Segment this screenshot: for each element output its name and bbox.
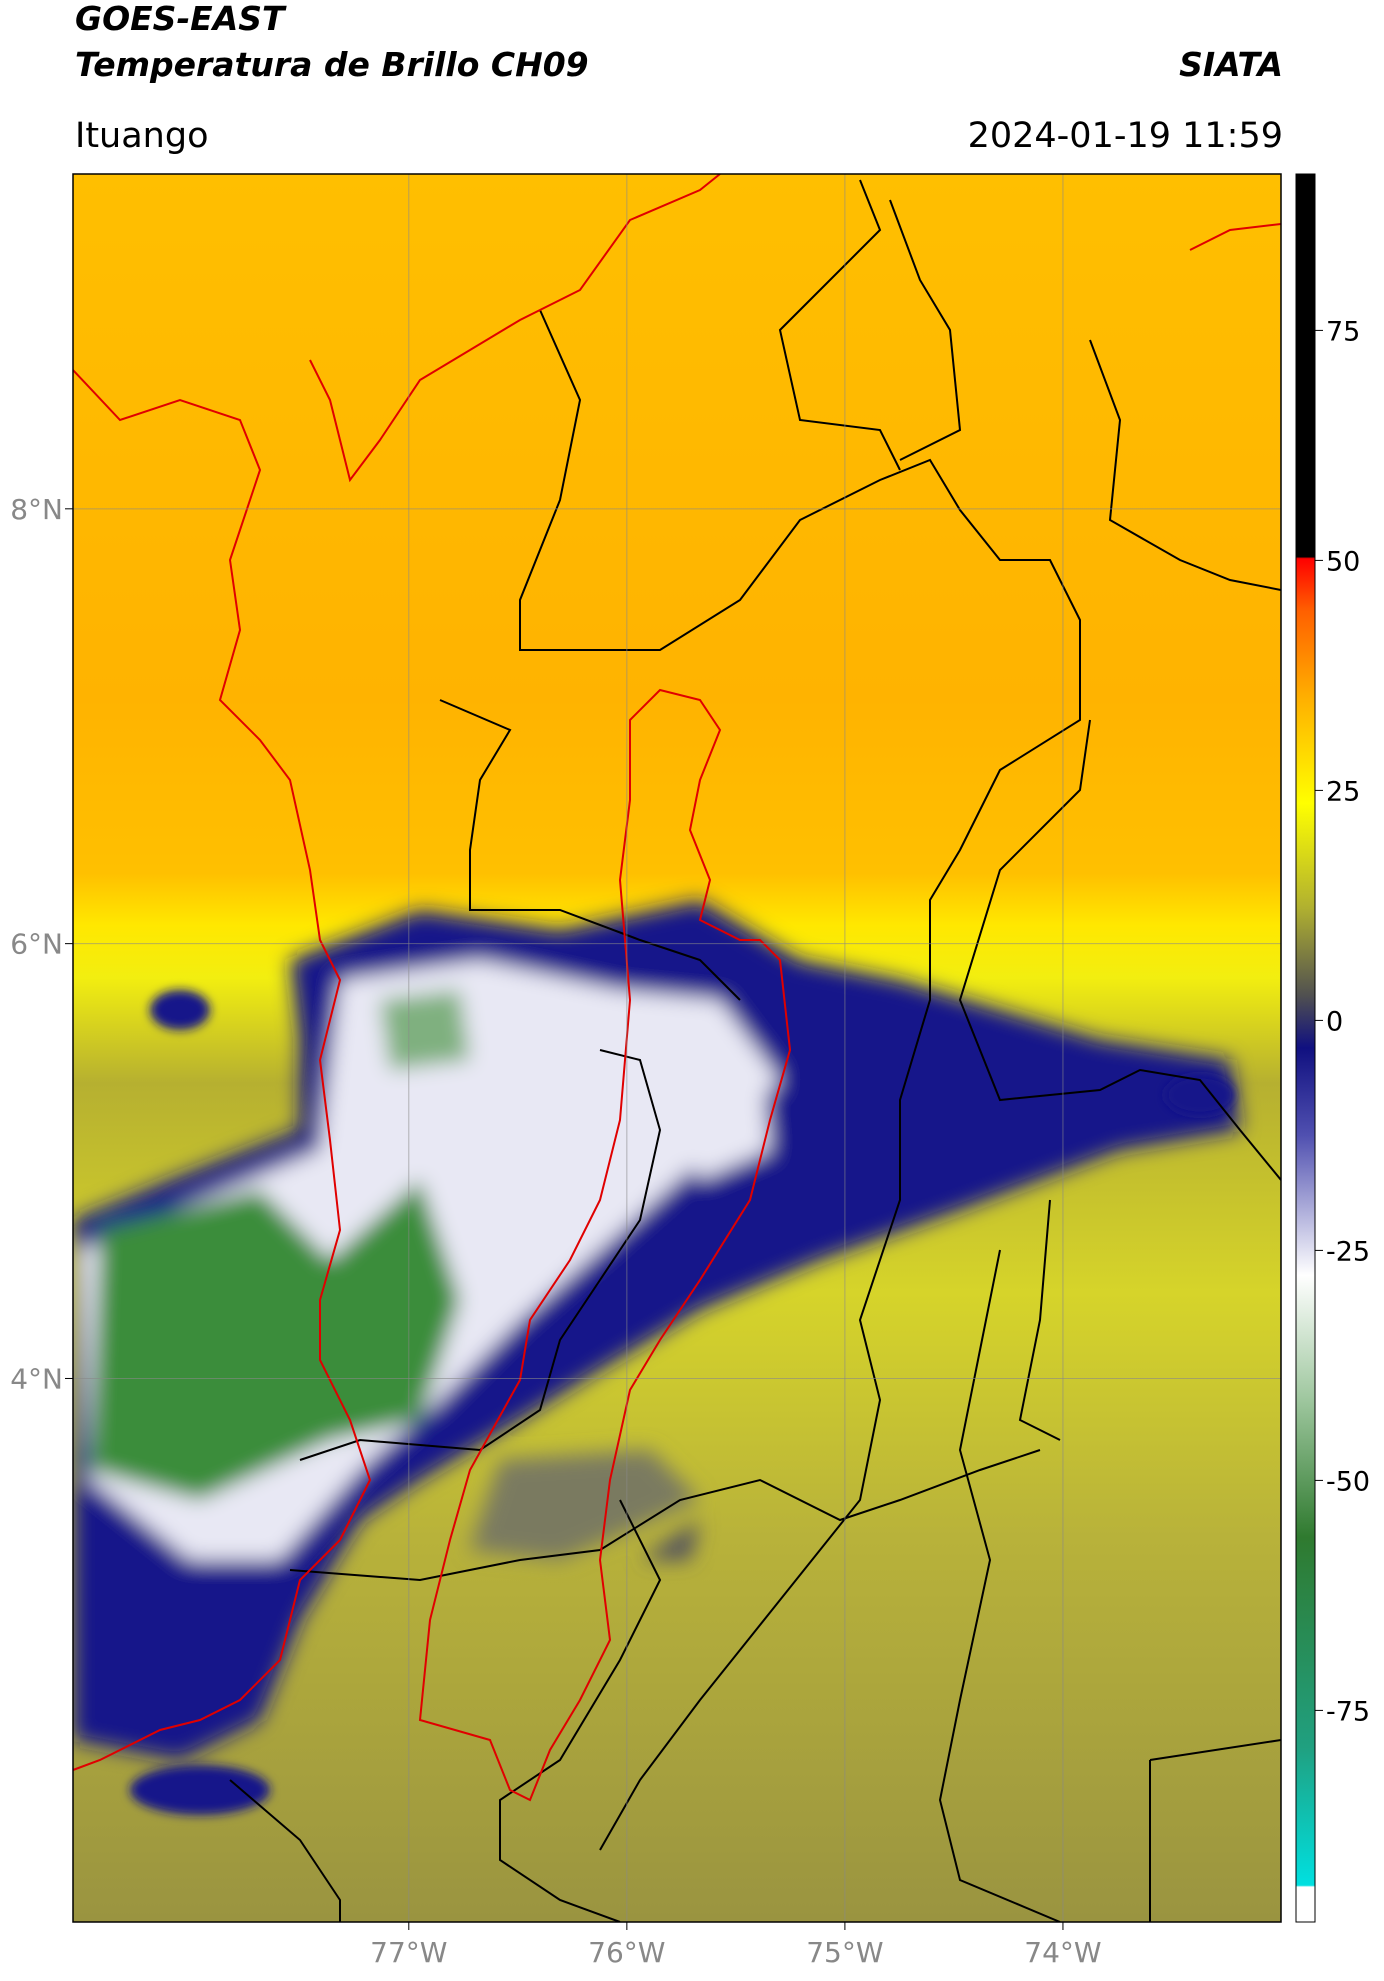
colorbar-tick-label: -25 [1326,1236,1370,1267]
colorbar [1295,173,1316,1923]
map-imagery [73,174,1281,1922]
subtitle: Temperatura de Brillo CH09 [75,45,589,84]
y-tick-label: 4°N [10,1362,63,1395]
x-tick-label: 75°W [806,1936,883,1969]
title: GOES-EAST [75,0,287,38]
colorbar-tick-label: -50 [1326,1466,1370,1497]
x-tick-label: 74°W [1024,1936,1101,1969]
x-tick-label: 76°W [588,1936,665,1969]
grid [73,174,1281,1922]
map-frame [72,173,1282,1923]
colorbar-tick-label: -75 [1326,1696,1370,1727]
datetime: 2024-01-19 11:59 [968,116,1283,156]
colorbar-tick-label: 0 [1326,1006,1343,1037]
colorbar-tick-label: 75 [1326,316,1360,347]
x-tick-label: 77°W [370,1936,447,1969]
source: SIATA [1179,45,1283,84]
y-tick-label: 8°N [10,493,63,526]
location: Ituango [75,116,209,156]
colorbar-tick-label: 50 [1326,546,1360,577]
colorbar-tick-label: 25 [1326,776,1360,807]
y-tick-label: 6°N [10,928,63,961]
